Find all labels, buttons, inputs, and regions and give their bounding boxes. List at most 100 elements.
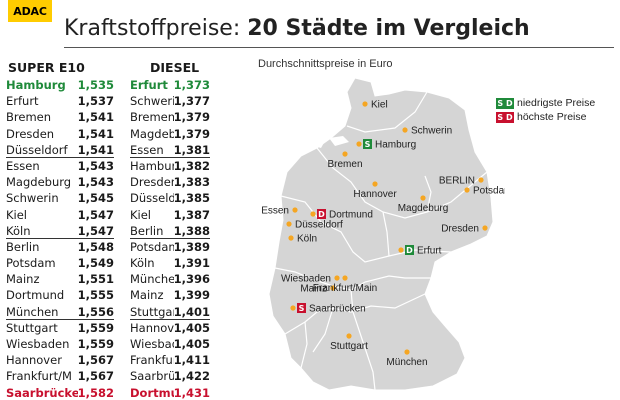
germany-states: [268, 72, 494, 391]
super-e10-row: Dresden 1,541: [6, 126, 114, 142]
city-label: Schwerin: [411, 126, 452, 137]
super-e10-price: 1,559: [77, 337, 114, 351]
city-label: Hamburg: [375, 140, 416, 151]
city-label: Erfurt: [417, 246, 442, 257]
diesel-city: Essen: [130, 142, 164, 157]
super-e10-city: Stuttgart: [6, 320, 58, 335]
city-badge: [405, 245, 414, 255]
diesel-rows: Erfurt1,373Schwerin1,377Bremen1,379Magde…: [130, 77, 210, 400]
super-e10-city: Kiel: [6, 207, 28, 222]
city-label: München: [386, 357, 427, 368]
super-e10-row: Frankfurt/M 1,567: [6, 368, 114, 384]
super-e10-price: 1,555: [77, 288, 114, 303]
diesel-city: Wiesbaden: [130, 337, 174, 351]
city-berlin: BERLIN: [439, 176, 484, 187]
super-e10-city: Saarbrücken: [6, 385, 78, 400]
city-frankfurt-main: Frankfurt/Main: [313, 275, 377, 294]
super-e10-price: 1,567: [77, 369, 114, 384]
diesel-price: 1,431: [173, 385, 210, 400]
diesel-city: Mainz: [130, 288, 164, 303]
city-badge-letter: S: [299, 304, 305, 313]
city-label: Essen: [261, 206, 289, 217]
super-e10-city: Köln: [6, 223, 31, 238]
diesel-city: Erfurt: [130, 78, 168, 92]
diesel-price: 1,379: [173, 110, 210, 125]
super-e10-price: 1,545: [77, 191, 114, 206]
super-e10-price: 1,541: [77, 110, 114, 125]
city-label: Kiel: [371, 100, 388, 111]
super-e10-city: Wiesbaden: [6, 337, 70, 351]
super-e10-city: Mainz: [6, 272, 40, 287]
city-dot: [482, 225, 488, 231]
city-dot: [362, 101, 368, 107]
super-e10-city: München: [6, 304, 59, 319]
super-e10-city: Düsseldorf: [6, 142, 68, 157]
city-saarbr-cken: S Saarbrücken: [290, 303, 366, 315]
city-dot: [356, 141, 362, 147]
city-label: Bremen: [327, 159, 362, 170]
diesel-row: Berlin 1,388: [130, 223, 210, 239]
super-e10-table: SUPER E10 Hamburg 1,535 Erfurt 1,537 Bremen 1…: [6, 58, 114, 400]
diesel-price: 1,405: [173, 337, 210, 351]
diesel-row: Mainz 1,399: [130, 287, 210, 303]
city-dot: [342, 151, 348, 157]
diesel-city: Hamburg: [130, 158, 174, 173]
diesel-price: 1,405: [173, 320, 210, 335]
super-e10-price: 1,547: [77, 223, 114, 238]
city-dot: [346, 333, 352, 339]
super-e10-row: Essen 1,543: [6, 158, 114, 174]
super-e10-row: Düsseldorf 1,541: [6, 142, 114, 158]
super-e10-row: Bremen 1,541: [6, 109, 114, 125]
diesel-row: Kiel 1,387: [130, 207, 210, 223]
diesel-city: Potsdam: [130, 239, 174, 254]
city-k-ln: Köln: [288, 234, 317, 245]
super-e10-price: 1,551: [77, 272, 114, 287]
super-e10-city: Essen: [6, 158, 40, 173]
legend-lowest-label: niedrigste Preise: [517, 97, 596, 109]
super-e10-row: Stuttgart 1,559: [6, 320, 114, 336]
diesel-price: 1,387: [173, 207, 210, 222]
city-hamburg: S Hamburg: [356, 139, 416, 151]
diesel-city: Köln: [130, 256, 155, 271]
super-e10-row: Hamburg 1,535: [6, 77, 114, 93]
diesel-price: 1,422: [173, 369, 210, 384]
city-label: Hannover: [353, 189, 397, 200]
diesel-table: DIESEL Erfurt1,373Schwerin1,377Bremen1,3…: [130, 58, 210, 400]
super-e10-row: Magdeburg 1,543: [6, 174, 114, 190]
legend-highest-label: höchste Preise: [517, 111, 587, 123]
city-dresden: Dresden: [441, 224, 488, 235]
diesel-price: 1,391: [173, 256, 210, 271]
legend-lowest: S D niedrigste Preise: [496, 96, 595, 110]
super-e10-city: Hannover: [6, 353, 62, 368]
city-label: Köln: [297, 234, 317, 245]
city-wiesbaden: Wiesbaden: [281, 274, 340, 285]
diesel-city: Kiel: [130, 207, 152, 222]
super-e10-city: Hamburg: [6, 78, 66, 92]
city-bremen: Bremen: [327, 151, 363, 170]
diesel-row: Frankfurt/M1,411: [130, 352, 210, 368]
city-label: BERLIN: [439, 176, 475, 187]
super-e10-rows: Hamburg 1,535 Erfurt 1,537 Bremen 1,541 Dresde…: [6, 77, 114, 400]
diesel-row: Erfurt 1,373: [130, 77, 210, 93]
title-divider: [64, 47, 614, 48]
elbe-estuary: [329, 136, 349, 146]
city-badge-letter: D: [318, 210, 325, 219]
super-e10-city: Frankfurt/M: [6, 369, 72, 384]
super-e10-row: Potsdam 1,549: [6, 255, 114, 271]
diesel-row: Dresden 1,383: [130, 174, 210, 190]
super-e10-price: 1,547: [77, 207, 114, 222]
super-e10-city: Magdeburg: [6, 175, 72, 190]
diesel-price: 1,381: [173, 142, 210, 157]
super-e10-row: Saarbrücken1,582: [6, 385, 114, 400]
city-dot: [404, 349, 410, 355]
city-dot: [290, 305, 296, 311]
diesel-city: Stuttgart: [130, 304, 174, 319]
diesel-price: 1,383: [173, 175, 210, 190]
germany-map: Kiel Schwerin S Hamburg Bremen BERLINPotsdam H…: [261, 72, 505, 391]
map-legend: S D niedrigste Preise S D höchste Preise: [496, 96, 595, 124]
diesel-price: 1,382: [173, 158, 210, 173]
city-dot: [478, 177, 484, 183]
title-bold: 20 Städte im Vergleich: [247, 16, 530, 41]
